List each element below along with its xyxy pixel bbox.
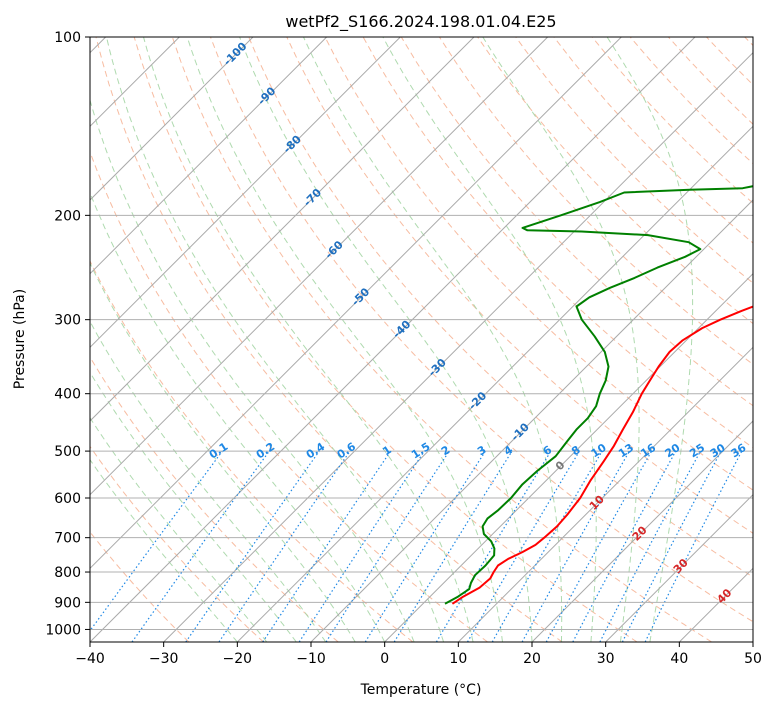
y-tick-label: 1000 xyxy=(45,622,81,638)
dry-adiabat xyxy=(90,445,264,642)
moist-adiabat xyxy=(90,371,297,642)
x-tick-label: −10 xyxy=(296,651,326,667)
dry-adiabat xyxy=(90,259,414,642)
moist-adiabat xyxy=(186,37,503,642)
dry-adiabat xyxy=(90,356,339,642)
y-axis-label: Pressure (hPa) xyxy=(12,289,28,389)
mixing-ratio-line xyxy=(298,450,425,642)
dry-adiabat xyxy=(95,37,563,642)
dewpoint-profile-line xyxy=(444,185,753,605)
moist-adiabat xyxy=(382,37,597,642)
moist-adiabat xyxy=(90,320,327,642)
isotherm-line xyxy=(90,37,401,349)
mixing-ratio-line xyxy=(262,450,392,642)
y-tick-label: 700 xyxy=(54,531,81,547)
dry-adiabat xyxy=(210,37,753,623)
x-tick-label: −30 xyxy=(149,651,179,667)
moist-adiabat xyxy=(90,262,356,642)
mixing-ratio-line xyxy=(90,450,223,632)
moist-adiabat xyxy=(143,37,474,642)
background-lines xyxy=(90,37,753,642)
y-tick-label: 600 xyxy=(54,491,81,507)
x-tick-label: 10 xyxy=(449,651,467,667)
y-tick-label: 100 xyxy=(54,30,81,46)
isotherm-line xyxy=(90,37,622,570)
profile-series xyxy=(444,185,753,605)
dry-adiabat xyxy=(171,37,712,642)
x-tick-label: −40 xyxy=(75,651,105,667)
moist-adiabat xyxy=(482,37,640,642)
y-tick-label: 800 xyxy=(54,565,81,581)
dry-adiabat xyxy=(324,37,753,491)
y-tick-label: 500 xyxy=(54,444,81,460)
isotherm-line xyxy=(163,51,753,642)
x-axis-label: Temperature (°C) xyxy=(360,682,482,698)
y-tick-label: 900 xyxy=(54,595,81,611)
mixing-ratio-line xyxy=(644,450,743,642)
x-tick-label: 40 xyxy=(670,651,688,667)
temperature-profile-line xyxy=(451,305,753,605)
isotherm-line xyxy=(90,37,254,201)
y-tick-label: 300 xyxy=(54,313,81,329)
mixing-ratio-line xyxy=(218,450,351,642)
isotherm-line xyxy=(90,37,475,422)
isotherm-line xyxy=(605,493,753,642)
mixing-ratio-line xyxy=(521,450,631,642)
mixing-ratio-line xyxy=(572,450,677,642)
moist-adiabat xyxy=(106,37,445,642)
y-tick-label: 400 xyxy=(54,387,81,403)
chart-title: wetPf2_S166.2024.198.01.04.E25 xyxy=(285,12,556,32)
dry-adiabat xyxy=(515,37,753,284)
isotherm-line xyxy=(90,37,328,275)
dry-adiabat xyxy=(133,37,638,642)
x-tick-label: 0 xyxy=(380,651,389,667)
moist-adiabat xyxy=(239,37,533,642)
moist-adiabat xyxy=(90,191,386,642)
isotherm-line xyxy=(90,37,696,642)
x-tick-label: −20 xyxy=(223,651,253,667)
plot-frame xyxy=(89,36,754,643)
isotherm-line xyxy=(236,125,753,642)
isotherm-line xyxy=(531,420,753,642)
moist-adiabat xyxy=(606,37,694,642)
x-tick-label: 20 xyxy=(523,651,541,667)
isotherm-line xyxy=(384,272,753,642)
x-tick-label: 30 xyxy=(597,651,615,667)
mixing-ratio-line xyxy=(185,450,320,642)
dry-adiabat xyxy=(248,37,753,578)
moist-adiabat xyxy=(90,416,268,642)
isotherm-line xyxy=(90,37,549,496)
mixing-ratio-line xyxy=(393,450,513,642)
moist-adiabat xyxy=(90,458,238,642)
dry-adiabat xyxy=(286,37,753,534)
mixing-ratio-line xyxy=(131,450,270,642)
isotherm-line xyxy=(310,199,753,642)
y-tick-label: 200 xyxy=(54,208,81,224)
x-tick-label: 50 xyxy=(744,651,762,667)
isotherm-line xyxy=(457,346,753,642)
mixing-ratio-line xyxy=(545,450,653,642)
mixing-ratio-line xyxy=(325,450,450,642)
moist-adiabat xyxy=(303,37,563,642)
pressure-gridlines xyxy=(90,37,753,630)
